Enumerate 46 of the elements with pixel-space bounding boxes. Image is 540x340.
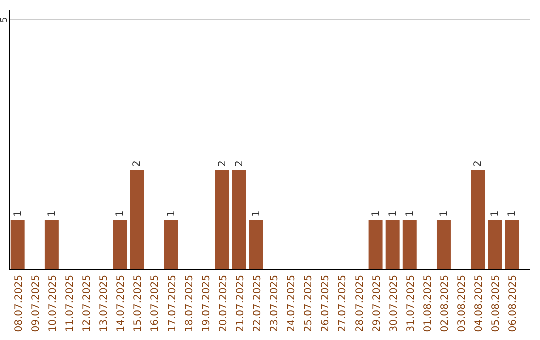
x-tick-label: 30.07.2025 (388, 275, 400, 332)
data-label: 1 (404, 210, 416, 217)
x-tick-label: 31.07.2025 (406, 275, 417, 332)
x-tick-label: 22.07.2025 (252, 275, 264, 332)
data-label: 2 (234, 160, 246, 167)
x-tick-label: 17.07.2025 (167, 275, 178, 332)
x-tick-label: 18.07.2025 (184, 275, 196, 332)
x-tick-label: 28.07.2025 (354, 275, 366, 332)
x-tick-label: 02.08.2025 (440, 275, 451, 332)
data-label: 1 (46, 210, 58, 217)
x-tick-label: 04.08.2025 (474, 275, 486, 332)
data-label: 1 (251, 210, 262, 217)
x-tick-label: 13.07.2025 (99, 275, 110, 332)
x-tick-label: 29.07.2025 (372, 275, 383, 332)
x-tick-label: 08.07.2025 (14, 275, 25, 332)
data-label: 1 (438, 210, 450, 217)
x-tick-label: 21.07.2025 (235, 275, 246, 332)
data-label: 1 (370, 210, 382, 217)
data-label: 2 (132, 160, 144, 167)
x-tick-label: 14.07.2025 (116, 275, 128, 332)
x-tick-label: 19.07.2025 (201, 275, 212, 332)
x-tick-label: 24.07.2025 (286, 275, 298, 332)
x-tick-label: 05.08.2025 (491, 275, 502, 332)
data-label: 1 (507, 210, 518, 217)
data-label: 1 (490, 210, 502, 217)
x-tick-label: 20.07.2025 (218, 275, 230, 332)
x-tick-label: 23.07.2025 (270, 275, 281, 332)
x-tick-label: 16.07.2025 (150, 275, 162, 332)
x-tick-label: 06.08.2025 (508, 275, 520, 332)
x-tick-label: 27.07.2025 (338, 275, 349, 332)
data-label: 1 (12, 210, 24, 217)
data-label: 1 (115, 210, 126, 217)
x-tick-label: 10.07.2025 (48, 275, 59, 332)
data-label: 1 (166, 210, 178, 217)
x-tick-label: 01.08.2025 (422, 275, 434, 332)
y-tick-label: 5 (0, 17, 10, 23)
data-label: 2 (217, 160, 228, 167)
data-label: 1 (388, 210, 399, 217)
x-tick-label: 09.07.2025 (30, 275, 42, 332)
x-tick-label: 03.08.2025 (457, 275, 468, 332)
x-tick-label: 25.07.2025 (304, 275, 315, 332)
data-label: 2 (473, 160, 484, 167)
x-tick-label: 15.07.2025 (133, 275, 144, 332)
x-tick-label: 26.07.2025 (320, 275, 332, 332)
x-tick-label: 12.07.2025 (82, 275, 94, 332)
x-tick-label: 11.07.2025 (64, 275, 76, 332)
